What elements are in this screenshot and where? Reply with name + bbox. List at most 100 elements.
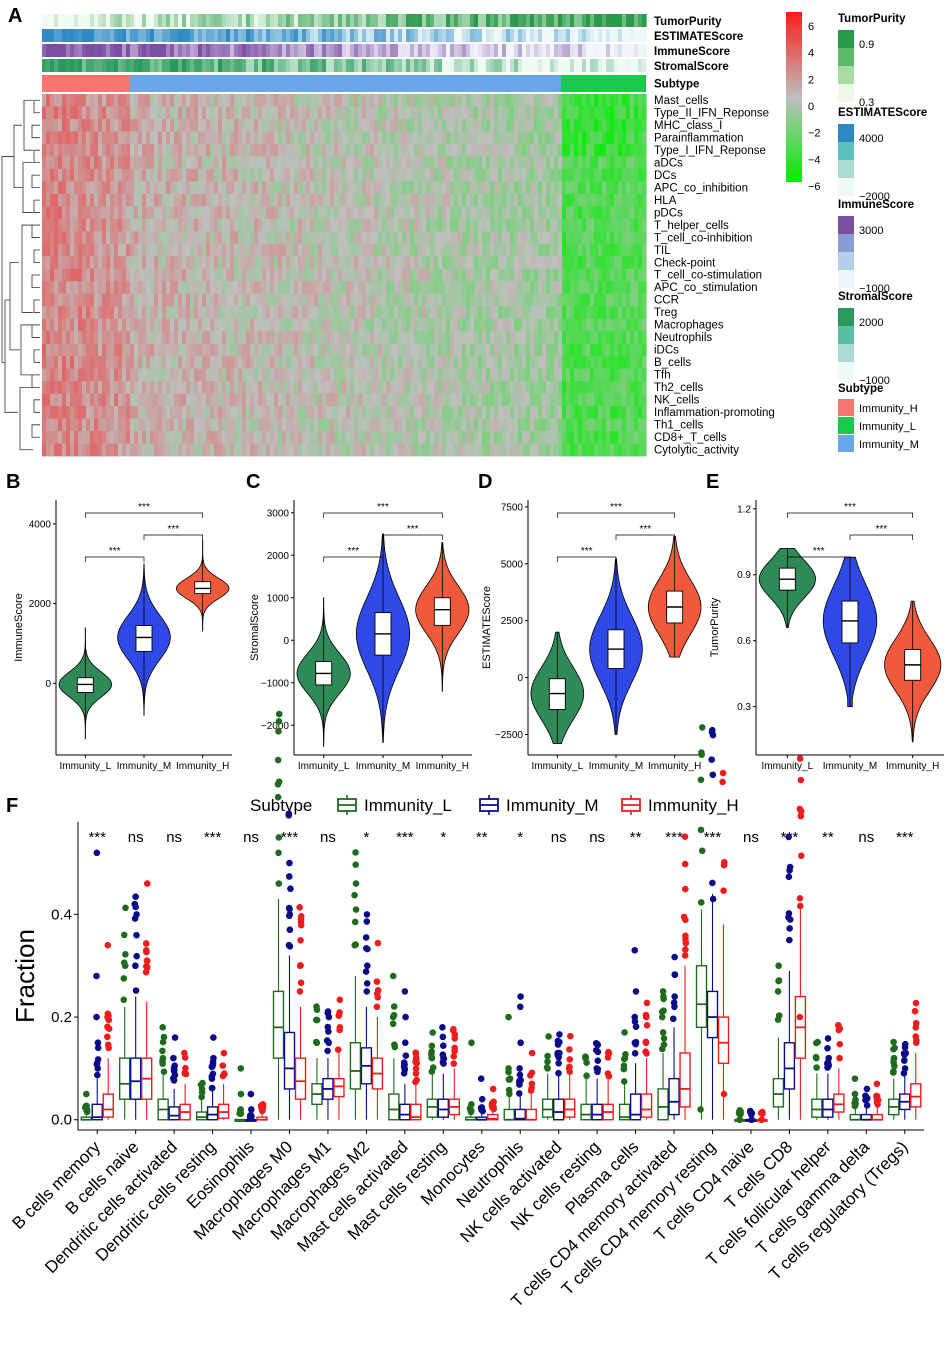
dendrogram-link [21, 224, 33, 313]
heatmap-cell [214, 281, 219, 295]
heatmap-cell [170, 343, 175, 357]
heatmap-cell [162, 331, 167, 345]
heatmap-cell [446, 406, 451, 419]
heatmap-cell [266, 106, 271, 120]
heatmap-cell [526, 406, 531, 419]
heatmap-cell [402, 206, 407, 220]
heatmap-cell [226, 281, 231, 295]
heatmap-cell [390, 368, 395, 382]
heatmap-cell [490, 168, 495, 182]
heatmap-cell [210, 306, 215, 320]
heatmap-cell [90, 356, 95, 370]
heatmap-cell [162, 281, 167, 295]
heatmap-cell [374, 106, 379, 120]
heatmap-cell [234, 406, 239, 419]
heatmap-cell [330, 118, 335, 132]
heatmap-cell [142, 218, 147, 232]
heatmap-cell [618, 218, 623, 232]
heatmap-cell [166, 406, 171, 419]
heatmap-cell [426, 281, 431, 295]
heatmap-cell [126, 256, 131, 270]
heatmap-cell [466, 381, 471, 394]
heatmap-cell [514, 331, 519, 345]
heatmap-cell [178, 318, 183, 332]
heatmap-cell [54, 356, 59, 370]
heatmap-cell [174, 243, 179, 257]
heatmap-cell [394, 393, 399, 407]
heatmap-cell [306, 243, 311, 257]
heatmap-cell [370, 431, 375, 444]
heatmap-cell [86, 218, 91, 232]
heatmap-cell [354, 181, 359, 195]
heatmap-cell [378, 381, 383, 394]
heatmap-cell [522, 143, 527, 157]
heatmap-cell [282, 268, 287, 282]
heatmap-cell [602, 331, 607, 345]
heatmap-cell [74, 356, 79, 370]
heatmap-cell [338, 406, 343, 419]
annotation-cell [594, 29, 599, 42]
heatmap-cell [394, 143, 399, 157]
heatmap-cell [442, 181, 447, 195]
heatmap-cell [70, 381, 75, 394]
heatmap-cell [418, 293, 423, 307]
heatmap-cell [314, 318, 319, 332]
heatmap-cell [74, 156, 79, 170]
heatmap-cell [182, 443, 187, 457]
heatmap-cell [450, 218, 455, 232]
heatmap-cell [242, 181, 247, 195]
heatmap-cell [170, 431, 175, 444]
heatmap-cell [570, 418, 575, 432]
annotation-cell [334, 59, 339, 72]
annotation-cell [290, 44, 295, 57]
heatmap-cell [226, 94, 231, 107]
heatmap-cell [590, 306, 595, 320]
heatmap-cell [218, 356, 223, 370]
heatmap-cell [138, 443, 143, 457]
heatmap-cell [158, 293, 163, 307]
heatmap-cell [470, 281, 475, 295]
heatmap-cell [286, 268, 291, 282]
heatmap-cell [314, 331, 319, 345]
dendrogram-link [31, 124, 40, 139]
heatmap-cell [334, 94, 339, 107]
heatmap-cell [110, 256, 115, 270]
heatmap-cell [382, 393, 387, 407]
heatmap-cell [138, 356, 143, 370]
heatmap-cell [98, 256, 103, 270]
annotation-cell [234, 44, 239, 57]
heatmap-cell [94, 131, 99, 145]
heatmap-cell [298, 206, 303, 220]
heatmap-cell [266, 331, 271, 345]
heatmap-cell [598, 306, 603, 320]
annotation-cell [322, 59, 327, 72]
heatmap-cell [370, 143, 375, 157]
heatmap-cell [118, 293, 123, 307]
heatmap-cell [526, 268, 531, 282]
heatmap-cell [562, 181, 567, 195]
heatmap-cell [210, 343, 215, 357]
heatmap-cell [618, 293, 623, 307]
heatmap-cell [194, 106, 199, 120]
heatmap-cell [510, 406, 515, 419]
heatmap-cell [218, 381, 223, 394]
heatmap-cell [54, 143, 59, 157]
heatmap-cell [154, 331, 159, 345]
heatmap-cell [286, 168, 291, 182]
heatmap-cell [302, 168, 307, 182]
heatmap-cell [534, 293, 539, 307]
heatmap-cell [374, 431, 379, 444]
heatmap-cell [182, 406, 187, 419]
heatmap-cell [154, 218, 159, 232]
heatmap-cell [334, 306, 339, 320]
heatmap-cell [310, 418, 315, 432]
heatmap-cell [362, 443, 367, 457]
heatmap-cell [122, 393, 127, 407]
heatmap-cell [214, 368, 219, 382]
heatmap-cell [530, 231, 535, 245]
heatmap-cell [610, 118, 615, 132]
heatmap-cell [370, 393, 375, 407]
heatmap-cell [438, 268, 443, 282]
annotation-cell [122, 59, 127, 72]
heatmap-cell [574, 318, 579, 332]
